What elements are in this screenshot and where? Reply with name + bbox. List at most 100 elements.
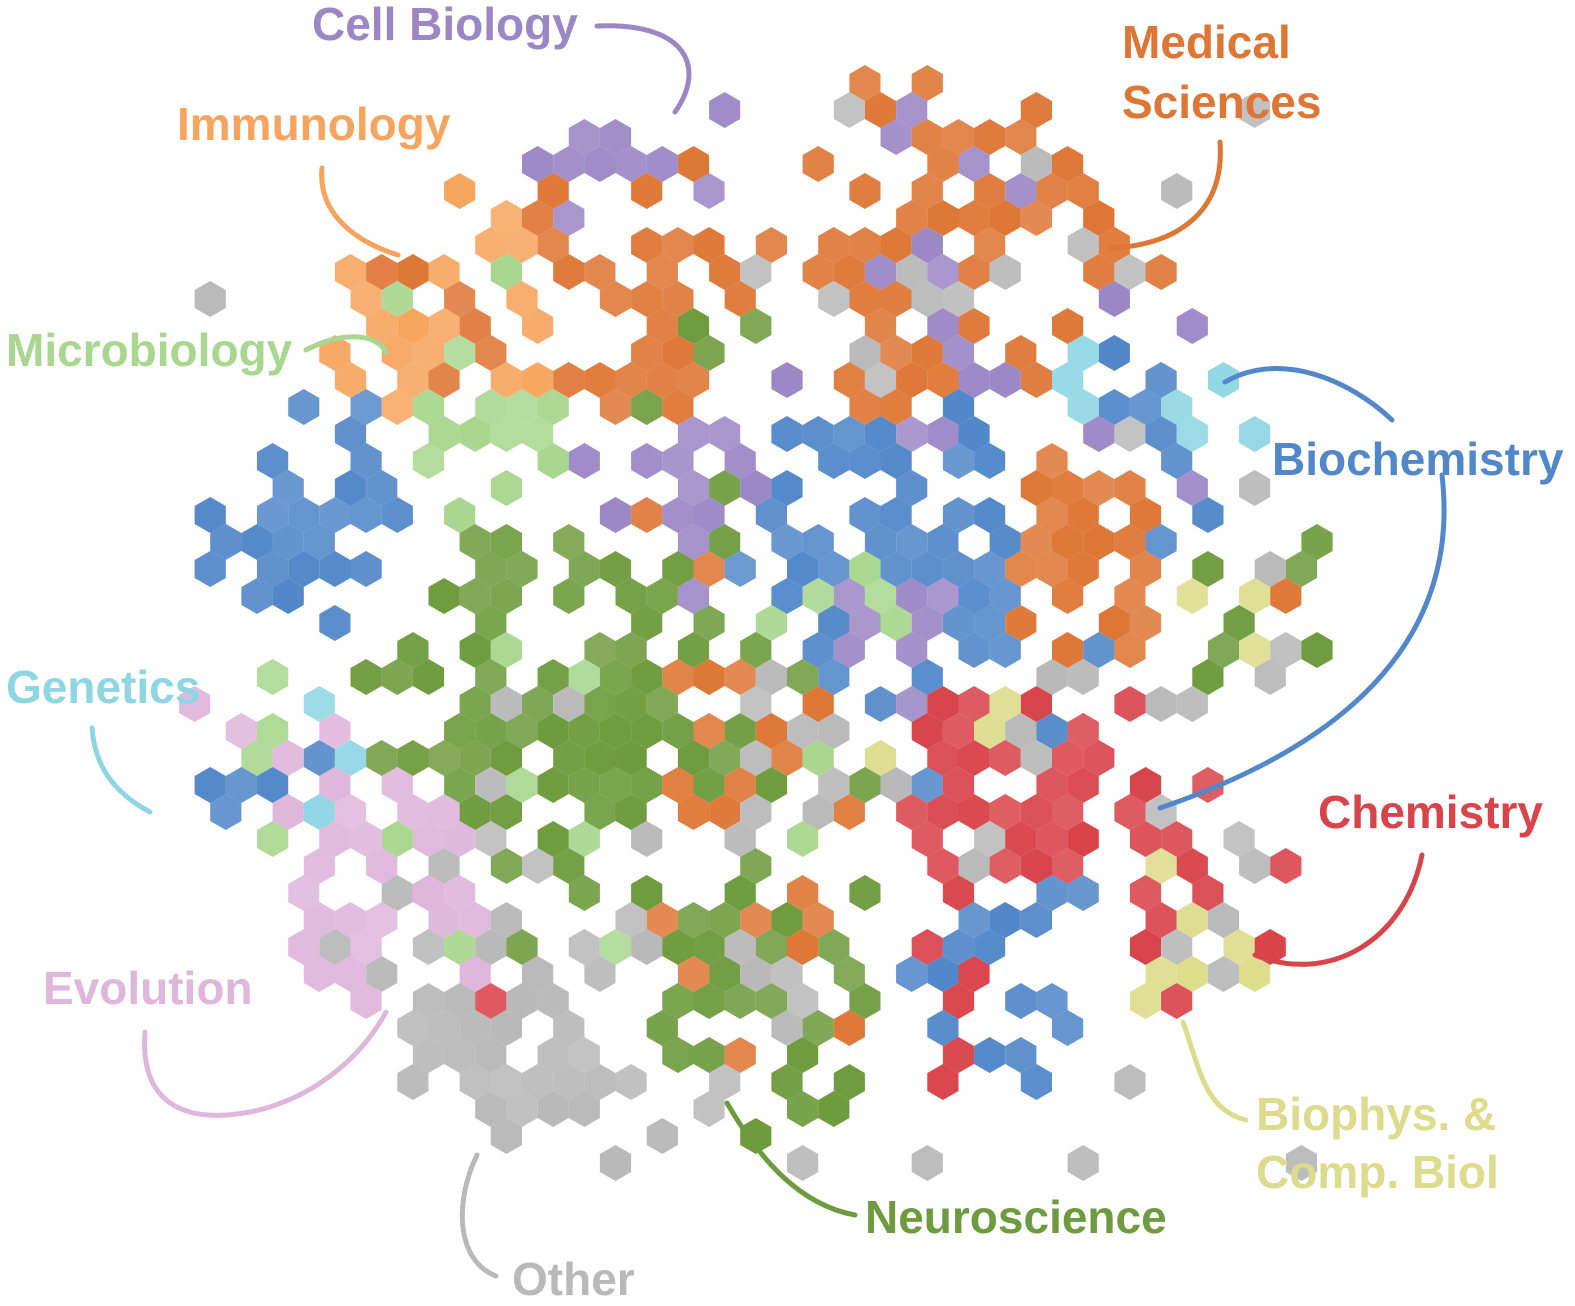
hex-cell-medical-sciences — [755, 227, 787, 263]
hex-cell-chemistry — [958, 956, 990, 992]
field-labels: Cell Biology Medical Sciences Immunology… — [6, 0, 1564, 1305]
hex-cell-medical-sciences — [646, 362, 678, 398]
hex-cell-medical-sciences — [849, 65, 881, 101]
hex-cell-immunology — [490, 362, 522, 398]
hex-cell-medical-sciences — [1129, 605, 1162, 641]
hex-cell-chemistry — [1067, 713, 1099, 749]
hex-cell-neuroscience — [599, 659, 632, 695]
hex-cell-medical-sciences — [662, 767, 694, 803]
hex-cell-medical-sciences — [849, 389, 881, 425]
hex-cell-evolution — [366, 902, 398, 938]
hex-cell-medical-sciences — [1005, 119, 1037, 155]
hex-cell-biochemistry — [864, 686, 897, 722]
hex-cell-neuroscience — [350, 659, 382, 695]
hex-cell-medical-sciences — [989, 200, 1021, 236]
hex-cell-chemistry — [942, 983, 975, 1019]
hex-cell-biochemistry — [942, 551, 975, 587]
hex-cell-medical-sciences — [880, 335, 912, 371]
hex-cell-microbiology — [490, 470, 522, 506]
hex-cell-chemistry — [1114, 794, 1146, 830]
hex-cell-neuroscience — [833, 1064, 865, 1100]
hex-cell-evolution — [319, 767, 351, 803]
hex-cell-medical-sciences — [818, 227, 850, 263]
hex-cell-biochemistry — [319, 605, 351, 641]
hex-cell-neuroscience — [787, 1037, 819, 1073]
hex-cell-biochemistry — [958, 578, 990, 614]
hex-cell-evolution — [459, 902, 491, 938]
hex-cell-medical-sciences — [1098, 227, 1130, 263]
hex-cell-medical-sciences — [1052, 524, 1084, 560]
hex-cell-chemistry — [958, 740, 990, 776]
hex-cell-evolution — [225, 713, 257, 749]
hex-cell-evolution — [366, 848, 398, 884]
hex-cell-biochemistry — [288, 497, 320, 533]
hex-cell-cell-biology — [989, 362, 1021, 398]
hex-cell-biochemistry — [1145, 362, 1177, 398]
hex-cell-chemistry — [1020, 848, 1052, 884]
hex-cell-immunology — [334, 362, 367, 398]
hex-cell-neuroscience — [615, 632, 647, 668]
hex-cell-biochemistry — [787, 551, 819, 587]
hex-cell-other — [475, 1037, 507, 1073]
hex-cell-biochemistry — [942, 497, 975, 533]
hex-cell-chemistry — [1145, 902, 1177, 938]
hex-cell-immunology — [522, 362, 554, 398]
hex-cell-medical-sciences — [1036, 551, 1068, 587]
hex-cell-neuroscience — [568, 713, 600, 749]
hex-cell-biophysics — [1239, 956, 1271, 992]
hex-cell-medical-sciences — [1114, 578, 1146, 614]
hex-cell-neuroscience — [490, 578, 522, 614]
hex-cell-biochemistry — [241, 524, 273, 560]
hex-cell-medical-sciences — [522, 200, 554, 236]
hex-cell-neuroscience — [631, 713, 663, 749]
hex-cell-biochemistry — [381, 497, 413, 533]
hex-cell-immunology — [366, 308, 398, 344]
hex-cell-medical-sciences — [693, 227, 725, 263]
hex-cell-medical-sciences — [724, 659, 756, 695]
hex-cell-chemistry — [475, 983, 507, 1019]
hex-cell-genetics — [1161, 389, 1193, 425]
hex-cell-medical-sciences — [1052, 470, 1084, 506]
hex-cell-neuroscience — [553, 740, 585, 776]
hex-cell-genetics — [1052, 362, 1084, 398]
hex-cell-microbiology — [755, 605, 787, 641]
hex-cell-microbiology — [412, 389, 445, 425]
hex-cell-biochemistry — [350, 551, 382, 587]
hex-cell-other — [631, 821, 663, 857]
hex-cell-medical-sciences — [1052, 146, 1084, 182]
hex-cell-other — [522, 1064, 554, 1100]
hex-cell-microbiology — [381, 821, 413, 857]
label-immunology: Immunology — [177, 98, 451, 150]
hex-cell-biochemistry — [1161, 443, 1193, 479]
hex-cell-other — [584, 956, 616, 992]
hex-cell-medical-sciences — [864, 92, 897, 128]
hex-cell-neuroscience — [709, 524, 741, 560]
hex-cell-neuroscience — [693, 1037, 725, 1073]
hex-cell-evolution — [288, 929, 320, 965]
hex-cell-biochemistry — [1098, 335, 1130, 371]
hex-cell-chemistry — [927, 740, 959, 776]
hex-cell-medical-sciences — [1114, 470, 1146, 506]
hex-cell-biochemistry — [942, 605, 975, 641]
hex-cell-chemistry — [1020, 686, 1052, 722]
hex-cell-cell-biology — [1176, 470, 1208, 506]
hex-cell-cell-biology — [662, 443, 694, 479]
hex-cell-medical-sciences — [662, 335, 694, 371]
hex-cell-medical-sciences — [958, 308, 990, 344]
hex-cell-neuroscience — [709, 740, 741, 776]
hex-cell-chemistry — [911, 713, 943, 749]
hex-cell-medical-sciences — [911, 65, 943, 101]
hex-cell-medical-sciences — [584, 254, 616, 290]
hex-cell-evolution — [350, 929, 382, 965]
hex-cell-cell-biology — [553, 146, 585, 182]
hex-cell-chemistry — [1161, 821, 1193, 857]
biophysics-leader-line — [1180, 1019, 1249, 1123]
hex-cell-medical-sciences — [693, 659, 725, 695]
hex-cell-other — [724, 821, 756, 857]
hex-cell-other — [1254, 659, 1286, 695]
hex-cell-microbiology — [475, 389, 507, 425]
hex-cell-neuroscience — [693, 983, 725, 1019]
hex-cell-neuroscience — [1301, 524, 1333, 560]
hex-cell-chemistry — [1052, 794, 1084, 830]
hex-cell-neuroscience — [615, 740, 647, 776]
